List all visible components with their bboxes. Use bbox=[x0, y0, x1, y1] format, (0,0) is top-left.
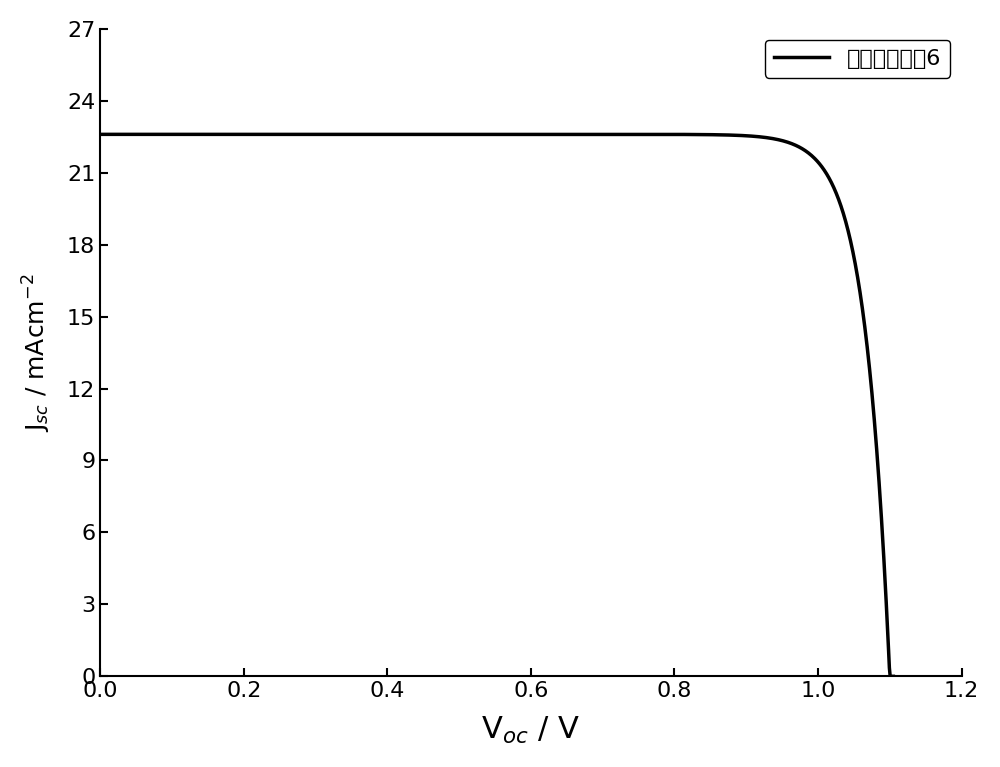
空穴传输材料6 bbox=[887, 672, 899, 681]
Y-axis label: J$_{sc}$ / mAcm$^{-2}$: J$_{sc}$ / mAcm$^{-2}$ bbox=[21, 273, 53, 432]
Line: 空穴传输材料6: 空穴传输材料6 bbox=[100, 134, 893, 676]
空穴传输材料6 bbox=[175, 130, 187, 139]
空穴传输材料6 bbox=[713, 130, 725, 140]
空穴传输材料6 bbox=[884, 672, 896, 681]
空穴传输材料6 bbox=[639, 130, 651, 139]
空穴传输材料6 bbox=[94, 130, 106, 139]
空穴传输材料6 bbox=[727, 130, 739, 140]
X-axis label: V$_{oc}$ / V: V$_{oc}$ / V bbox=[481, 715, 580, 746]
Legend: 空穴传输材料6: 空穴传输材料6 bbox=[765, 40, 950, 77]
空穴传输材料6 bbox=[444, 130, 456, 139]
空穴传输材料6 bbox=[415, 130, 427, 139]
